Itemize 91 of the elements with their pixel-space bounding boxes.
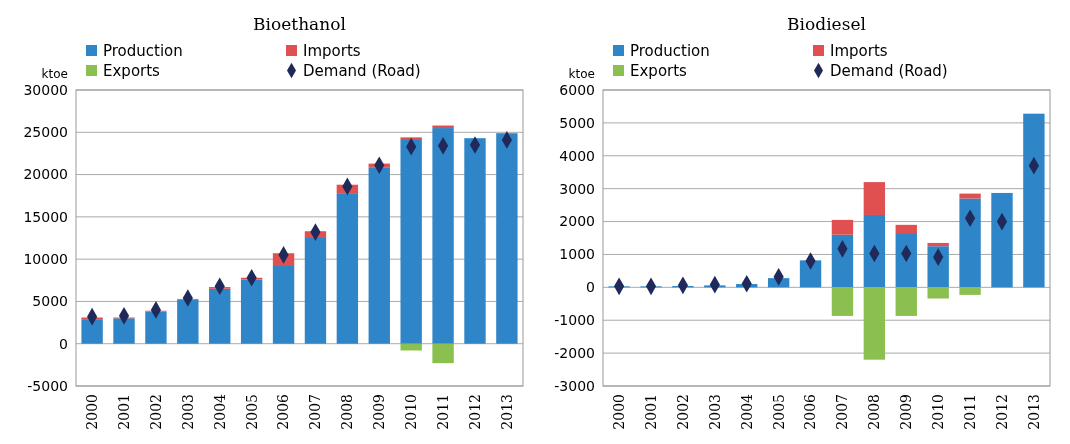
x-tick-label: 2005 (243, 394, 260, 430)
x-tick-label: 2013 (498, 394, 515, 430)
bar (991, 192, 1013, 288)
x-tick-label: 2001 (115, 394, 132, 430)
legend-label: Exports (630, 62, 688, 80)
x-tick-label: 2009 (371, 394, 388, 430)
y-tick-label: -1000 (554, 312, 595, 329)
bar (831, 219, 854, 235)
bar (336, 193, 359, 344)
y-tick-label: 15000 (23, 208, 68, 225)
x-tick-label: 2010 (930, 394, 947, 430)
y-tick-label: 0 (59, 335, 68, 352)
x-tick-label: 2013 (1025, 394, 1042, 430)
x-tick-label: 2004 (738, 393, 755, 430)
y-tick-label: -5000 (27, 377, 68, 394)
x-tick-label: 2003 (179, 394, 196, 430)
x-tick-label: 2000 (84, 394, 101, 430)
bar (927, 242, 949, 247)
legend-label: Imports (303, 42, 361, 60)
bar (863, 182, 886, 215)
bar (304, 238, 327, 344)
bar (145, 311, 167, 344)
bar (400, 139, 422, 344)
x-tick-label: 2008 (866, 394, 883, 430)
bar (400, 343, 422, 351)
x-tick-label: 2003 (706, 394, 723, 430)
legend-label: Exports (103, 62, 161, 80)
y-axis-title: ktoe (41, 67, 68, 81)
bar (895, 233, 917, 288)
x-tick-label: 2000 (611, 394, 628, 430)
x-tick-label: 2004 (211, 393, 228, 430)
bar (113, 318, 135, 344)
chart-title: Biodiesel (787, 14, 866, 34)
y-tick-label: 0 (586, 279, 595, 296)
legend-label: Demand (Road) (830, 62, 948, 80)
y-tick-label: 10000 (23, 251, 68, 268)
y-tick-label: 30000 (23, 81, 68, 98)
bar (432, 343, 454, 364)
bar (240, 279, 263, 344)
x-tick-label: 2002 (147, 394, 164, 430)
bar (831, 287, 854, 316)
x-tick-label: 2006 (275, 393, 292, 430)
x-tick-label: 2012 (466, 394, 483, 430)
y-axis-title: ktoe (568, 67, 595, 81)
y-tick-label: 5000 (559, 114, 595, 131)
bar (272, 265, 295, 344)
legend-label: Imports (830, 42, 888, 60)
bar (863, 214, 886, 288)
x-tick-label: 2012 (993, 394, 1010, 430)
bar (209, 288, 231, 344)
y-tick-label: 1000 (559, 246, 595, 263)
x-tick-label: 2006 (802, 393, 819, 430)
y-tick-label: -3000 (554, 377, 595, 394)
x-tick-label: 2005 (770, 394, 787, 430)
legend-label: Demand (Road) (303, 62, 421, 80)
x-tick-label: 2007 (307, 394, 324, 430)
bar (959, 193, 981, 199)
bar (927, 246, 949, 288)
bar (464, 138, 486, 344)
bar (496, 133, 518, 344)
x-tick-label: 2010 (403, 394, 420, 430)
x-tick-label: 2002 (674, 394, 691, 430)
bar (959, 198, 981, 288)
x-tick-label: 2001 (642, 394, 659, 430)
x-tick-label: 2008 (339, 394, 356, 430)
y-tick-label: -2000 (554, 345, 595, 362)
y-tick-label: 4000 (559, 147, 595, 164)
x-tick-label: 2011 (434, 394, 451, 430)
x-tick-label: 2007 (834, 394, 851, 430)
bar (927, 287, 949, 299)
legend-label: Production (630, 42, 710, 60)
chart-title: Bioethanol (253, 14, 346, 34)
bar (863, 287, 886, 360)
bar (959, 287, 981, 295)
y-tick-label: 5000 (32, 293, 68, 310)
y-tick-label: 3000 (559, 180, 595, 197)
bar (1023, 113, 1045, 288)
y-tick-label: 2000 (559, 213, 595, 230)
bar (895, 287, 917, 316)
x-tick-label: 2009 (898, 394, 915, 430)
x-tick-label: 2011 (961, 394, 978, 430)
bar (177, 299, 199, 344)
y-tick-label: 20000 (23, 166, 68, 183)
bar (432, 128, 454, 344)
bar (831, 234, 854, 288)
y-tick-label: 25000 (23, 124, 68, 141)
bar (368, 167, 390, 344)
y-tick-label: 6000 (559, 81, 595, 98)
bar (81, 319, 103, 344)
bar (895, 224, 917, 234)
legend-label: Production (103, 42, 183, 60)
